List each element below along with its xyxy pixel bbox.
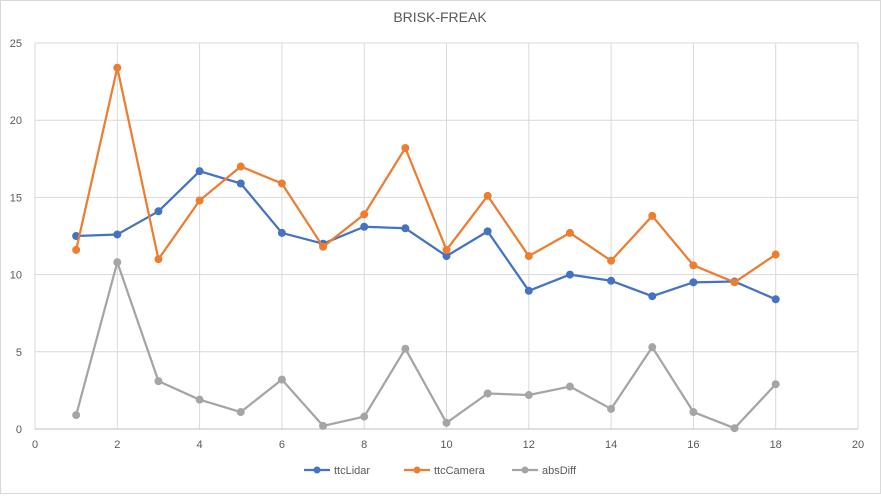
data-point-ttcCamera[interactable] [360,210,369,219]
data-point-absDiff[interactable] [771,380,780,389]
data-point-ttcCamera[interactable] [607,256,616,265]
data-point-ttcCamera[interactable] [689,261,698,270]
data-point-absDiff[interactable] [607,404,616,413]
legend-label: absDiff [542,465,577,477]
data-point-ttcLidar[interactable] [154,207,163,216]
x-tick-label: 16 [687,439,699,451]
data-point-ttcCamera[interactable] [648,211,657,220]
series-line-ttcLidar [75,170,777,301]
series-ttcCamera [72,63,780,287]
data-point-ttcCamera[interactable] [113,63,122,72]
x-tick-label: 20 [852,439,864,451]
data-point-ttcCamera[interactable] [154,255,163,264]
x-tick-label: 8 [361,439,367,451]
axes: 0 5 10 15 20 25 0 2 4 6 8 10 12 14 16 18 20 [10,38,864,451]
data-point-absDiff[interactable] [360,412,369,421]
series-group [72,63,780,433]
data-point-ttcLidar[interactable] [771,295,780,304]
legend-swatch-marker [313,466,321,474]
series-absDiff [72,258,780,433]
data-point-ttcCamera[interactable] [565,228,574,237]
data-point-ttcLidar[interactable] [277,228,286,237]
legend-swatch-marker [413,466,421,474]
data-point-absDiff[interactable] [524,391,533,400]
data-point-absDiff[interactable] [195,395,204,404]
data-point-ttcCamera[interactable] [236,162,245,171]
data-point-absDiff[interactable] [277,375,286,384]
data-point-ttcLidar[interactable] [113,230,122,239]
data-point-absDiff[interactable] [154,377,163,386]
series-ttcLidar [72,167,780,304]
series-line-absDiff [75,261,777,430]
x-tick-label: 0 [32,439,38,451]
x-tick-label: 2 [114,439,120,451]
data-point-ttcCamera[interactable] [771,250,780,259]
data-point-ttcLidar[interactable] [236,179,245,188]
data-point-absDiff[interactable] [483,389,492,398]
data-point-absDiff[interactable] [565,382,574,391]
data-point-ttcLidar[interactable] [565,270,574,279]
data-point-ttcLidar[interactable] [360,222,369,231]
data-point-ttcLidar[interactable] [648,292,657,301]
data-point-ttcCamera[interactable] [442,245,451,254]
data-point-absDiff[interactable] [689,408,698,417]
data-point-ttcLidar[interactable] [483,227,492,236]
data-point-absDiff[interactable] [319,421,328,430]
y-tick-label: 0 [16,424,22,436]
data-point-absDiff[interactable] [113,258,122,267]
data-point-ttcCamera[interactable] [483,191,492,200]
data-point-absDiff[interactable] [401,344,410,353]
y-tick-label: 20 [10,115,22,127]
legend: ttcLidar ttcCamera absDiff [304,465,577,477]
data-point-ttcCamera[interactable] [319,242,328,251]
chart-title: BRISK-FREAK [393,9,487,25]
data-point-ttcLidar[interactable] [524,286,533,295]
legend-item-ttcCamera[interactable]: ttcCamera [404,465,486,477]
legend-swatch-marker [521,466,529,474]
x-tick-label: 6 [279,439,285,451]
data-point-absDiff[interactable] [648,343,657,352]
x-tick-label: 14 [605,439,617,451]
x-tick-label: 4 [197,439,203,451]
data-point-ttcCamera[interactable] [277,179,286,188]
y-tick-label: 10 [10,270,22,282]
data-point-ttcCamera[interactable] [730,278,739,287]
data-point-ttcLidar[interactable] [401,224,410,233]
data-point-ttcLidar[interactable] [195,167,204,176]
legend-item-absDiff[interactable]: absDiff [512,465,577,477]
legend-label: ttcLidar [334,465,370,477]
x-tick-label: 18 [770,439,782,451]
data-point-ttcCamera[interactable] [524,252,533,261]
data-point-absDiff[interactable] [236,408,245,417]
data-point-absDiff[interactable] [730,424,739,433]
data-point-ttcLidar[interactable] [607,276,616,285]
y-tick-label: 5 [16,347,22,359]
gridlines [34,42,859,430]
legend-label: ttcCamera [434,465,486,477]
data-point-ttcCamera[interactable] [195,196,204,205]
data-point-ttcCamera[interactable] [401,143,410,152]
x-tick-label: 10 [440,439,452,451]
x-tick-label: 12 [523,439,535,451]
series-line-ttcCamera [75,66,777,284]
data-point-absDiff[interactable] [72,411,81,420]
legend-item-ttcLidar[interactable]: ttcLidar [304,465,370,477]
data-point-ttcCamera[interactable] [72,245,81,254]
data-point-ttcLidar[interactable] [689,278,698,287]
y-tick-label: 25 [10,38,22,50]
data-point-absDiff[interactable] [442,418,451,427]
y-tick-label: 15 [10,192,22,204]
